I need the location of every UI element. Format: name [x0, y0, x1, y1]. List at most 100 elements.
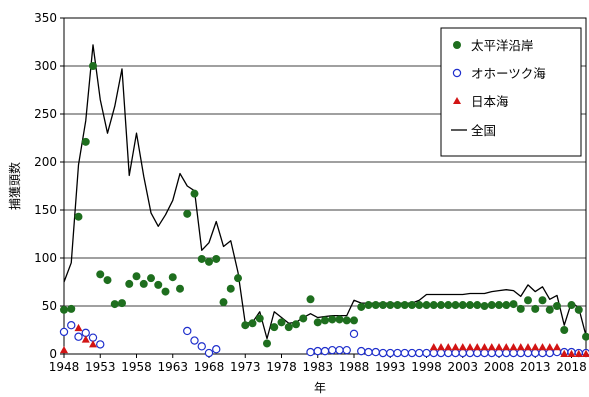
pacific-point-4: [89, 62, 97, 70]
japan-sea-point-16: [516, 343, 525, 351]
japan-sea-point-5: [437, 343, 445, 351]
x-tick-label-2: 1958: [121, 360, 152, 374]
pacific-point-39: [342, 316, 351, 325]
pacific-point-12: [147, 274, 155, 283]
pacific-point-20: [205, 257, 213, 266]
okhotsk-point-16: [342, 345, 351, 355]
legend-marker-japan-sea: [453, 97, 461, 104]
pacific-point-57: [473, 301, 482, 310]
y-tick-label-6: 300: [34, 59, 57, 73]
y-tick-label-2: 100: [34, 251, 57, 265]
okhotsk-point-15: [335, 345, 344, 355]
pacific-point-44: [379, 301, 387, 310]
pacific-point-38: [335, 315, 344, 324]
okhotsk-point-22: [386, 348, 395, 358]
okhotsk-point-2: [74, 332, 83, 341]
japan-sea-point-18: [531, 343, 540, 351]
pacific-point-9: [125, 279, 134, 288]
okhotsk-point-11: [306, 347, 315, 357]
pacific-point-45: [386, 301, 395, 310]
x-tick-label-11: 2003: [447, 360, 478, 374]
pacific-point-62: [509, 300, 518, 309]
y-tick-label-1: 50: [42, 299, 57, 313]
pacific-point-14: [161, 287, 170, 296]
pacific-point-60: [495, 301, 503, 310]
japan-sea-point-7: [451, 343, 460, 351]
x-tick-label-9: 1993: [375, 360, 406, 374]
legend: 太平洋沿岸 オホーツク海 日本海 全国: [440, 27, 582, 157]
japan-sea-point-4: [429, 343, 438, 351]
okhotsk-point-5: [96, 340, 105, 349]
okhotsk-point-6: [183, 326, 192, 336]
pacific-point-25: [241, 321, 250, 330]
okhotsk-point-9: [204, 348, 214, 358]
japan-sea-point-6: [444, 343, 453, 351]
pacific-point-31: [284, 323, 293, 332]
japan-sea-point-0: [60, 345, 68, 354]
x-tick-label-3: 1963: [157, 360, 188, 374]
okhotsk-point-28: [429, 348, 438, 358]
pacific-point-37: [328, 315, 337, 324]
okhotsk-point-38: [502, 348, 511, 358]
legend-label-national: 全国: [471, 123, 496, 138]
x-tick-label-0: 1948: [49, 360, 80, 374]
pacific-point-48: [408, 301, 416, 310]
okhotsk-point-10: [212, 345, 221, 354]
japan-sea-point-25: [582, 349, 589, 357]
y-tick-label-3: 150: [34, 203, 57, 217]
pacific-point-47: [400, 301, 409, 310]
y-tick-label-4: 200: [34, 155, 57, 169]
pacific-point-0: [60, 305, 68, 314]
okhotsk-point-27: [422, 348, 431, 358]
pacific-point-28: [263, 339, 271, 348]
pacific-point-17: [183, 209, 192, 218]
pacific-point-63: [516, 304, 525, 313]
x-tick-label-5: 1973: [230, 360, 261, 374]
japan-sea-point-11: [480, 343, 489, 351]
pacific-point-69: [560, 326, 569, 334]
x-tick-label-4: 1968: [194, 360, 225, 374]
okhotsk-point-34: [473, 348, 482, 358]
series-layer: [59, 44, 589, 358]
okhotsk-point-20: [371, 347, 380, 357]
japan-sea-point-2: [81, 335, 90, 343]
okhotsk-point-39: [509, 348, 518, 358]
pacific-point-35: [313, 318, 322, 327]
pacific-point-65: [531, 304, 540, 313]
okhotsk-point-13: [320, 346, 330, 356]
pacific-point-19: [197, 254, 206, 263]
pacific-point-68: [553, 302, 561, 310]
okhotsk-point-12: [313, 346, 322, 356]
okhotsk-point-25: [407, 348, 417, 358]
legend-marker-okhotsk: [452, 68, 462, 78]
okhotsk-point-43: [538, 348, 547, 358]
pacific-point-27: [255, 314, 264, 323]
y-axis-ticks: 0 50 100 150 200 250 300 350: [34, 11, 64, 361]
x-tick-label-14: 2018: [556, 360, 587, 374]
pacific-point-10: [132, 272, 141, 281]
pacific-point-33: [299, 314, 308, 323]
okhotsk-point-18: [357, 346, 366, 356]
pacific-point-66: [538, 296, 547, 305]
okhotsk-point-19: [364, 347, 373, 357]
okhotsk-point-1: [67, 321, 76, 330]
japan-sea-point-8: [458, 343, 467, 351]
pacific-point-21: [212, 254, 221, 263]
okhotsk-point-41: [523, 348, 533, 358]
x-axis-ticks: 1948 1953 1958 1963 1968 1973 1978 1983 1988 1993…: [49, 354, 587, 374]
japan-sea-point-20: [545, 343, 554, 351]
x-tick-label-12: 2008: [484, 360, 515, 374]
pacific-point-34: [306, 295, 315, 304]
pacific-point-26: [248, 319, 257, 328]
pacific-point-2: [74, 212, 83, 221]
japan-sea-point-21: [553, 343, 561, 351]
pacific-point-50: [422, 301, 431, 310]
okhotsk-point-14: [328, 345, 337, 355]
okhotsk-point-7: [190, 336, 199, 345]
pacific-point-41: [357, 302, 366, 311]
y-axis-label: 捕獲頭数: [7, 162, 22, 210]
pacific-point-16: [176, 284, 184, 293]
okhotsk-point-36: [487, 348, 496, 358]
y-tick-label-5: 250: [34, 107, 57, 121]
